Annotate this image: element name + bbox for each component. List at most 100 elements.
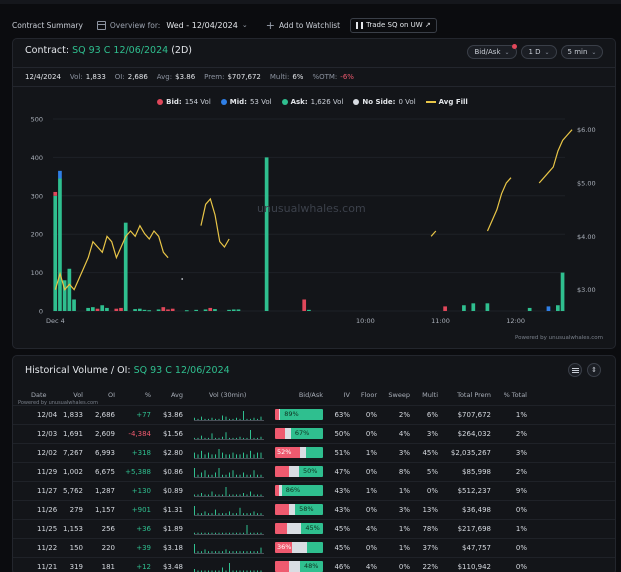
sparkline-bar bbox=[194, 544, 195, 553]
sparkline-bar bbox=[194, 494, 195, 496]
filter-button[interactable] bbox=[568, 363, 582, 377]
table-row[interactable]: 11/27 5,762 1,287 +130 $0.89 43% 1% 1% 0% $512,23… bbox=[13, 481, 615, 500]
interval-select[interactable]: 1 D ⌄ bbox=[521, 45, 557, 59]
volume-30min-sparkline bbox=[194, 411, 264, 421]
table-row[interactable]: 11/26 279 1,157 +901 $1.31 43% 0% 3% 13% $36,498 0… bbox=[13, 500, 615, 519]
trade-label: Trade SQ on UW ↗ bbox=[366, 21, 431, 29]
y-left-tick-label: 0 bbox=[39, 308, 43, 316]
overview-date-select[interactable]: Wed - 12/04/2024 bbox=[166, 20, 238, 30]
column-header[interactable]: Vol bbox=[73, 391, 83, 399]
legend-swatch-icon bbox=[220, 99, 227, 105]
table-row[interactable]: 12/04 1,833 2,686 +77 $3.86 63% 0% 2% 6% $707,672… bbox=[13, 405, 615, 424]
sparkline-bar bbox=[204, 418, 206, 420]
chevron-down-icon[interactable]: ⌄ bbox=[241, 21, 248, 29]
volume-bar-ask bbox=[105, 307, 109, 311]
trade-on-uw-button[interactable]: Trade SQ on UW ↗ bbox=[350, 17, 437, 33]
sparkline-bar bbox=[222, 436, 223, 439]
cell-floor: 0% bbox=[365, 430, 377, 438]
historical-symbol-link[interactable]: SQ 93 C 12/06/2024 bbox=[133, 365, 230, 376]
column-header[interactable]: Floor bbox=[360, 391, 377, 399]
contract-symbol-link[interactable]: SQ 93 C 12/06/2024 bbox=[72, 45, 169, 56]
column-header[interactable]: Multi bbox=[422, 391, 438, 399]
bid-ask-segment bbox=[275, 561, 290, 572]
plus-icon[interactable]: + bbox=[265, 18, 275, 32]
cell-vol: 1,002 bbox=[62, 468, 83, 476]
sparkline-bar bbox=[225, 416, 227, 420]
table-row[interactable]: 12/02 7,267 6,993 +318 $2.80 51% 1% 3% 45% $2,035… bbox=[13, 443, 615, 462]
sparkline-bar bbox=[260, 436, 262, 439]
bid-ask-select[interactable]: Bid/Ask ⌄ bbox=[467, 44, 517, 59]
cell-date: 12/02 bbox=[37, 449, 58, 457]
sparkline-bar bbox=[232, 532, 234, 534]
interval-select-label: 1 D bbox=[528, 48, 541, 56]
sparkline-bar bbox=[257, 532, 258, 534]
legend-item[interactable]: No Side: 0 Vol bbox=[353, 98, 416, 106]
legend-item[interactable]: Avg Fill bbox=[425, 98, 471, 106]
sparkline-bar bbox=[201, 513, 202, 515]
chevron-down-icon: ⌄ bbox=[591, 48, 597, 56]
sparkline-bar bbox=[239, 418, 241, 420]
bid-ask-segment bbox=[290, 428, 323, 439]
sparkline-bar bbox=[211, 474, 213, 477]
legend-item[interactable]: Mid: 53 Vol bbox=[220, 98, 272, 106]
sparkline-bar bbox=[239, 454, 241, 458]
column-header[interactable]: Sweep bbox=[388, 391, 410, 399]
table-row[interactable]: 11/29 1,002 6,675 +5,388 $0.86 47% 0% 8% 5% $85,9… bbox=[13, 462, 615, 481]
volume-bar-ask bbox=[560, 272, 565, 311]
column-header[interactable]: % Total bbox=[503, 391, 527, 399]
cell-total: 0% bbox=[515, 544, 527, 552]
cell-chg: +5,388 bbox=[125, 468, 151, 476]
bid-ask-pct: 50% bbox=[303, 467, 318, 475]
add-to-watchlist-button[interactable]: Add to Watchlist bbox=[278, 20, 341, 30]
bid-ask-segment bbox=[275, 447, 300, 458]
contract-chart-panel: Contract: SQ 93 C 12/06/2024 (2D) Bid/As… bbox=[12, 38, 616, 349]
timeframe-select[interactable]: 5 min ⌄ bbox=[561, 45, 603, 59]
column-header[interactable]: % bbox=[144, 391, 151, 399]
volume-chart[interactable]: 0 100 200 300 400 500 $3.00 $4.00 $5.00 $6.00 Dec … bbox=[13, 39, 615, 348]
sort-button[interactable]: ⇕ bbox=[587, 363, 601, 377]
cell-vol: 1,691 bbox=[62, 430, 83, 438]
sparkline-bar bbox=[211, 417, 213, 420]
sparkline-bar bbox=[260, 532, 262, 534]
sparkline-bar bbox=[204, 494, 206, 496]
sparkline-bar bbox=[239, 436, 241, 439]
legend-item[interactable]: Ask: 1,626 Vol bbox=[281, 98, 344, 106]
table-row[interactable]: 11/21 319 181 +12 $3.48 46% 4% 0% 22% $110,942 0% 4… bbox=[13, 557, 615, 572]
column-header[interactable]: OI bbox=[107, 391, 115, 399]
column-header[interactable]: Vol (30min) bbox=[209, 391, 247, 399]
cell-date: 11/29 bbox=[37, 468, 58, 476]
sparkline-bar bbox=[211, 491, 213, 496]
cell-date: 11/22 bbox=[37, 544, 58, 552]
sparkline-bar bbox=[253, 532, 255, 534]
sparkline-bar bbox=[232, 470, 234, 477]
table-row[interactable]: 11/25 1,153 256 +36 $1.89 45% 4% 1% 78% $217,698 1… bbox=[13, 519, 615, 538]
cell-total: 3% bbox=[515, 449, 527, 457]
cell-date: 11/25 bbox=[37, 525, 58, 533]
column-header[interactable]: Avg bbox=[170, 391, 183, 399]
column-header[interactable]: IV bbox=[343, 391, 350, 399]
sparkline-bar bbox=[201, 416, 202, 420]
sparkline-bar bbox=[243, 513, 244, 515]
column-header[interactable]: Date bbox=[31, 391, 47, 399]
sparkline-bar bbox=[239, 551, 241, 553]
legend-swatch-icon bbox=[353, 99, 360, 105]
bid-ask-pct: 52% bbox=[277, 448, 292, 456]
sliders-icon bbox=[571, 367, 579, 373]
bid-ask-segment bbox=[275, 409, 279, 420]
bid-ask-segment bbox=[292, 542, 307, 553]
cell-sweep: 0% bbox=[398, 563, 410, 571]
column-header[interactable]: Total Prem bbox=[457, 391, 491, 399]
y-right-tick-label: $6.00 bbox=[577, 126, 596, 134]
column-header[interactable]: Bid/Ask bbox=[298, 391, 323, 399]
contract-summary-tab[interactable]: Contract Summary bbox=[12, 20, 83, 30]
sparkline-bar bbox=[222, 567, 223, 572]
sparkline-bar bbox=[246, 437, 248, 439]
table-row[interactable]: 12/03 1,691 2,609 -4,384 $1.56 50% 0% 4% 3% $264,… bbox=[13, 424, 615, 443]
cell-multi: 78% bbox=[422, 525, 438, 533]
table-row[interactable]: 11/22 150 220 +39 $3.18 45% 0% 1% 37% $47,757 0% 36… bbox=[13, 538, 615, 557]
sparkline-bar bbox=[222, 532, 223, 534]
legend-value: 1,626 Vol bbox=[310, 98, 344, 106]
legend-item[interactable]: Bid: 154 Vol bbox=[157, 98, 211, 106]
volume-30min-sparkline bbox=[194, 506, 264, 516]
cell-oi: 6,993 bbox=[94, 449, 115, 457]
